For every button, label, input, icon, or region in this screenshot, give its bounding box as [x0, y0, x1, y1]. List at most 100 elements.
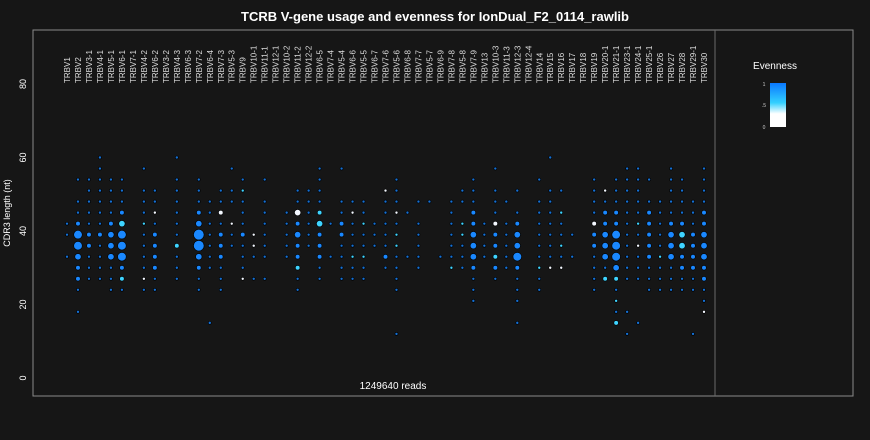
- bubble-point: [625, 177, 629, 182]
- bubble-point: [515, 276, 520, 281]
- gene-label: TRBV5-4: [338, 50, 347, 83]
- bubble-point: [646, 254, 652, 260]
- bubble-point: [614, 310, 618, 314]
- bubble-point: [383, 221, 388, 226]
- bubble-point: [196, 199, 201, 204]
- bubble-point: [262, 177, 267, 182]
- bubble-point: [394, 287, 399, 292]
- bubble-point: [667, 231, 675, 239]
- bubble-point: [361, 221, 366, 226]
- bubble-point: [383, 243, 388, 248]
- bubble-point: [667, 242, 675, 250]
- bubble-point: [262, 276, 267, 281]
- bubble-point: [284, 243, 289, 248]
- bubble-point: [513, 231, 521, 239]
- bubble-point: [361, 254, 366, 259]
- bubble-point: [701, 265, 707, 271]
- bubble-point: [405, 254, 410, 259]
- gene-label: TRBV5-6: [392, 50, 401, 83]
- bubble-point: [471, 299, 476, 303]
- bubble-point: [636, 188, 640, 193]
- bubble-point: [175, 221, 179, 226]
- bubble-point: [394, 254, 399, 259]
- bubble-point: [537, 210, 542, 215]
- bubble-point: [513, 242, 521, 250]
- bubble-point: [613, 276, 619, 282]
- bubble-point: [284, 232, 289, 237]
- gene-label: TRBV12-3: [513, 45, 522, 83]
- bubble-point: [109, 287, 113, 292]
- bubble-point: [152, 265, 158, 271]
- bubble-point: [691, 287, 695, 292]
- bubble-point: [449, 221, 454, 226]
- bubble-point: [646, 243, 652, 249]
- bubble-point: [240, 243, 245, 248]
- gene-label: TRBV14: [535, 52, 544, 83]
- bubble-point: [646, 210, 652, 216]
- bubble-point: [548, 254, 553, 259]
- bubble-point: [669, 287, 673, 292]
- bubble-point: [294, 209, 302, 217]
- gene-label: TRBV12-2: [305, 45, 314, 83]
- gene-label: TRBV21-1: [612, 45, 621, 83]
- bubble-point: [702, 310, 706, 314]
- bubble-point: [87, 210, 91, 215]
- bubble-point: [394, 210, 399, 215]
- gene-label: TRBV7-8: [447, 50, 456, 83]
- bubble-point: [460, 254, 465, 259]
- bubble-point: [625, 276, 629, 281]
- bubble-point: [295, 265, 301, 271]
- bubble-point: [700, 253, 708, 261]
- bubble-point: [702, 299, 706, 303]
- bubble-point: [625, 166, 629, 171]
- gene-label: TRBV11-3: [502, 46, 511, 83]
- bubble-point: [316, 220, 324, 228]
- bubble-point: [658, 199, 662, 204]
- bubble-point: [87, 276, 91, 281]
- bubble-point: [492, 232, 498, 238]
- bubble-point: [636, 254, 640, 259]
- bubble-point: [107, 253, 115, 261]
- bubble-point: [317, 243, 323, 249]
- bubble-point: [602, 221, 608, 227]
- bubble-point: [493, 199, 498, 204]
- bubble-point: [493, 210, 498, 215]
- bubble-point: [142, 221, 146, 226]
- bubble-point: [680, 199, 684, 204]
- bubble-point: [196, 210, 202, 216]
- bubble-point: [175, 232, 179, 237]
- legend-tick-half: .5: [762, 103, 766, 109]
- bubble-point: [680, 177, 684, 182]
- bubble-point: [207, 321, 212, 325]
- bubble-point: [339, 210, 344, 215]
- bubble-point: [361, 243, 366, 248]
- bubble-point: [614, 299, 618, 303]
- bubble-point: [504, 232, 509, 237]
- bubble-point: [537, 265, 542, 270]
- bubble-points: [65, 155, 708, 336]
- bubble-point: [548, 210, 553, 215]
- bubble-point: [73, 230, 83, 240]
- bubble-point: [65, 254, 69, 259]
- gene-label: TRBV12-4: [524, 45, 533, 83]
- bubble-point: [218, 199, 223, 204]
- gene-label: TRBV5-3: [228, 50, 237, 83]
- bubble-point: [107, 242, 115, 250]
- bubble-point: [592, 188, 596, 193]
- bubble-point: [658, 243, 662, 248]
- bubble-point: [153, 276, 157, 281]
- bubble-point: [361, 199, 366, 204]
- bubble-point: [65, 232, 69, 237]
- gene-label: TRBV30: [700, 52, 709, 83]
- bubble-point: [469, 231, 477, 239]
- bubble-point: [350, 243, 355, 248]
- gene-label: TRBV7-3: [217, 50, 226, 83]
- gene-label: TRBV18: [579, 52, 588, 83]
- bubble-point: [460, 243, 465, 248]
- bubble-point: [207, 254, 212, 259]
- bubble-point: [240, 177, 245, 182]
- bubble-point: [98, 265, 102, 270]
- bubble-point: [449, 210, 454, 215]
- bubble-point: [207, 221, 212, 226]
